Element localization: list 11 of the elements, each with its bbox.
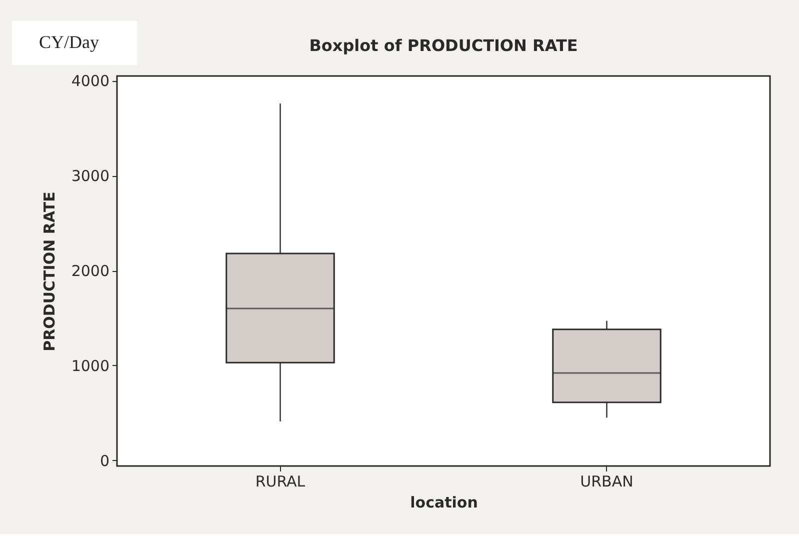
x-tick-label: URBAN — [580, 472, 634, 490]
x-axis-title: location — [410, 494, 478, 512]
y-tick-label: 3000 — [71, 167, 110, 186]
chart-title: Boxplot of PRODUCTION RATE — [309, 36, 578, 55]
x-tick-label: RURAL — [255, 472, 306, 490]
y-tick-label: 0 — [100, 452, 110, 470]
text: CY/Day — [39, 32, 99, 52]
y-tick-label: 4000 — [71, 72, 110, 90]
y-tick-label: 2000 — [71, 262, 110, 280]
y-tick-label: 1000 — [71, 356, 110, 375]
y-axis-title: PRODUCTION RATE — [40, 192, 58, 352]
